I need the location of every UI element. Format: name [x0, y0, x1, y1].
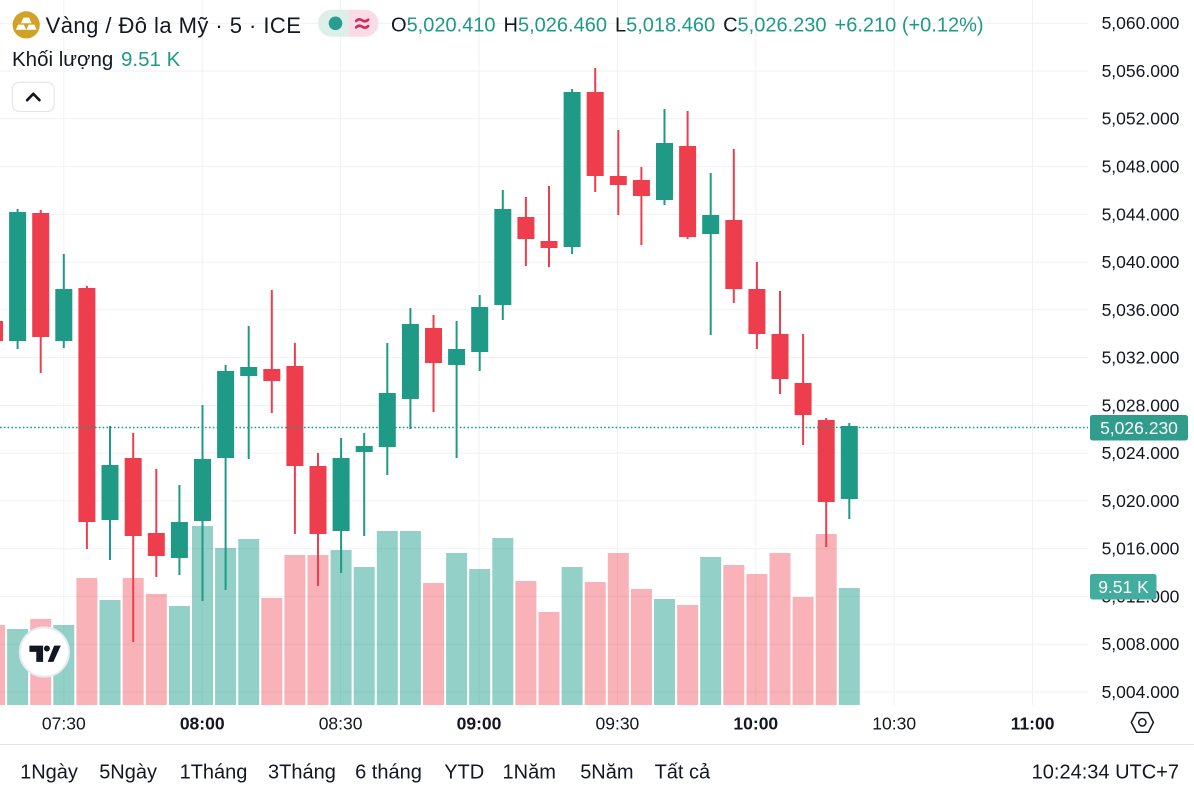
svg-text:5,048.000: 5,048.000 — [1102, 157, 1180, 177]
svg-text:08:00: 08:00 — [180, 714, 225, 734]
svg-text:3Tháng: 3Tháng — [268, 762, 336, 784]
svg-text:Vàng / Đô la Mỹ · 5 · ICE: Vàng / Đô la Mỹ · 5 · ICE — [46, 13, 302, 38]
svg-text:09:00: 09:00 — [457, 714, 502, 734]
svg-text:1Năm: 1Năm — [503, 762, 556, 784]
svg-text:Khối lượng: Khối lượng — [12, 48, 113, 71]
svg-text:5,044.000: 5,044.000 — [1102, 204, 1180, 224]
svg-text:10:30: 10:30 — [872, 714, 916, 734]
svg-text:11:00: 11:00 — [1011, 714, 1055, 734]
svg-text:9.51 K: 9.51 K — [121, 48, 181, 71]
svg-text:5,016.000: 5,016.000 — [1102, 539, 1180, 559]
svg-text:5,008.000: 5,008.000 — [1102, 634, 1180, 654]
svg-text:10:24:34 UTC+7: 10:24:34 UTC+7 — [1032, 762, 1179, 784]
svg-text:5,060.000: 5,060.000 — [1102, 13, 1180, 33]
svg-text:5,020.000: 5,020.000 — [1102, 491, 1180, 511]
svg-text:5,004.000: 5,004.000 — [1102, 682, 1180, 702]
svg-text:5,036.000: 5,036.000 — [1102, 300, 1180, 320]
svg-text:6 tháng: 6 tháng — [355, 762, 422, 784]
svg-text:5,026.230: 5,026.230 — [1100, 418, 1178, 438]
svg-text:YTD: YTD — [444, 762, 484, 784]
svg-text:5,056.000: 5,056.000 — [1102, 61, 1180, 81]
svg-text:Tất cả: Tất cả — [655, 762, 711, 784]
svg-text:1Tháng: 1Tháng — [180, 762, 248, 784]
svg-text:07:30: 07:30 — [42, 714, 86, 734]
svg-text:08:30: 08:30 — [319, 714, 363, 734]
svg-text:5Ngày: 5Ngày — [99, 762, 157, 784]
svg-text:10:00: 10:00 — [733, 714, 778, 734]
svg-text:1Ngày: 1Ngày — [20, 762, 78, 784]
svg-text:5Năm: 5Năm — [580, 762, 633, 784]
svg-text:5,040.000: 5,040.000 — [1102, 252, 1180, 272]
svg-text:5,032.000: 5,032.000 — [1102, 348, 1180, 368]
svg-text:9.51 K: 9.51 K — [1098, 577, 1149, 597]
svg-text:09:30: 09:30 — [596, 714, 640, 734]
svg-text:5,052.000: 5,052.000 — [1102, 109, 1180, 129]
svg-text:5,028.000: 5,028.000 — [1102, 395, 1180, 415]
svg-text:5,024.000: 5,024.000 — [1102, 443, 1180, 463]
